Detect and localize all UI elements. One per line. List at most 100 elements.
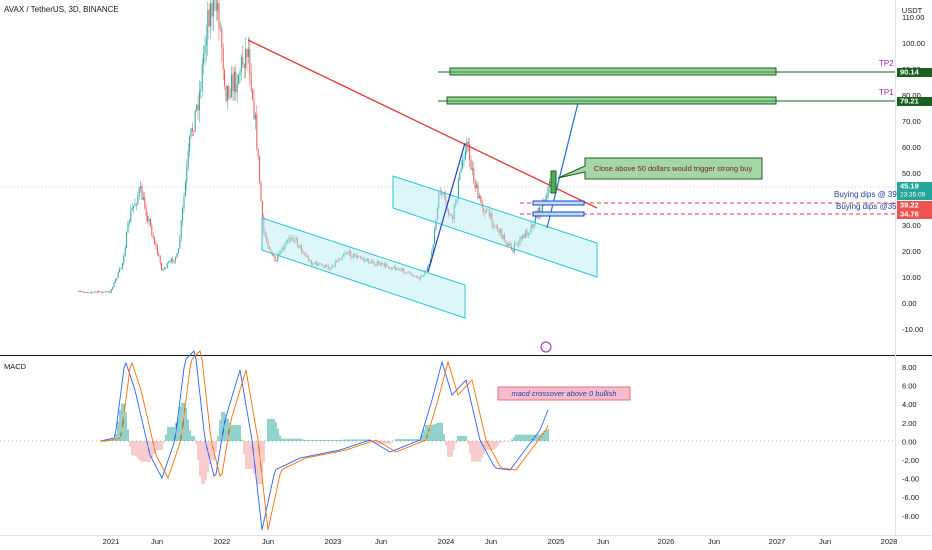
macd-histogram-bar (467, 441, 469, 445)
price-tag-text: 79.21 (900, 96, 919, 105)
macd-histogram-bar (509, 441, 511, 442)
macd-histogram-bar (339, 440, 341, 441)
macd-histogram-bar (535, 434, 537, 441)
candle-body (548, 180, 550, 187)
candle-body (389, 267, 391, 269)
candle-body (337, 259, 339, 263)
candle-body (431, 251, 433, 260)
macd-axis-label: 6.00 (902, 382, 917, 391)
candle-body (117, 272, 119, 278)
candle-body (109, 291, 111, 293)
macd-histogram-bar (125, 412, 127, 441)
macd-histogram-bar (375, 441, 377, 444)
macd-histogram-bar (275, 422, 277, 441)
candle-body (245, 49, 247, 69)
macd-histogram-bar (285, 438, 287, 441)
candle-body (138, 188, 140, 197)
candle-body (140, 186, 142, 189)
candle-body (135, 204, 137, 205)
macd-histogram-bar (259, 441, 261, 485)
candle-body (505, 240, 507, 244)
currency-unit: USDT (902, 6, 923, 15)
candle-body (232, 74, 234, 92)
callout-text: Close above 50 dollars would trigger str… (594, 164, 753, 173)
candle-body (319, 263, 321, 264)
candle-body (102, 291, 104, 293)
time-axis-label: Jun (262, 537, 274, 546)
macd-histogram-bar (129, 441, 131, 447)
candle-body (436, 208, 438, 220)
macd-histogram-bar (465, 435, 467, 441)
candle-body (373, 263, 375, 265)
candle-body (233, 71, 235, 92)
macd-histogram-bar (373, 441, 375, 443)
macd-histogram-bar (325, 440, 327, 441)
candle-body (410, 272, 412, 275)
macd-histogram-bar (491, 441, 493, 450)
macd-histogram-bar (455, 441, 457, 443)
macd-histogram-bar (407, 439, 409, 441)
candle-body (113, 282, 115, 288)
macd-histogram-bar (515, 434, 517, 441)
candle-body (490, 212, 492, 217)
time-axis-label: 2026 (658, 537, 675, 546)
candle-body (414, 276, 416, 277)
price-tag (897, 68, 932, 77)
candle-body (201, 63, 203, 91)
candle-body (345, 253, 347, 254)
candle-body (169, 261, 171, 263)
candle-body (295, 238, 297, 241)
candle-body (218, 3, 220, 29)
candle-body (148, 219, 150, 222)
price-axis-label: -10.00 (902, 325, 923, 334)
candle-body (372, 260, 374, 264)
price-axis-label: 60.00 (902, 143, 921, 152)
candle-body (504, 234, 506, 241)
macd-histogram-bar (447, 441, 449, 457)
candle-body (425, 270, 427, 272)
candle-body (229, 97, 231, 99)
macd-histogram-bar (239, 425, 241, 441)
candle-body (508, 243, 510, 246)
macd-histogram-bar (531, 434, 533, 441)
candle-body (93, 291, 95, 293)
macd-histogram-bar (167, 426, 169, 441)
candle-body (243, 63, 245, 69)
candle-body (352, 253, 354, 258)
price-tag (897, 210, 932, 219)
projection-line (546, 102, 579, 229)
macd-histogram-bar (499, 441, 501, 444)
macd-histogram-bar (357, 439, 359, 441)
candle-body (112, 287, 114, 290)
candle-body (259, 156, 261, 183)
candle-body (366, 258, 368, 262)
macd-histogram-bar (361, 439, 363, 441)
macd-histogram-bar (191, 436, 193, 441)
candle-body (162, 268, 164, 271)
candle-body (298, 245, 300, 248)
macd-histogram-bar (241, 439, 243, 441)
macd-histogram-bar (493, 441, 495, 450)
candle-body (336, 261, 338, 263)
price-axis-label: 70.00 (902, 117, 921, 126)
candle-body (474, 181, 476, 189)
candle-body (463, 159, 465, 161)
macd-axis-label: 4.00 (902, 400, 917, 409)
candle-body (453, 204, 455, 219)
macd-histogram-bar (199, 441, 201, 477)
candle-body (477, 184, 479, 199)
candle-body (334, 261, 336, 267)
candle-body (128, 221, 130, 223)
macd-line (99, 350, 549, 531)
candle-body (98, 291, 100, 293)
candle-body (518, 243, 520, 245)
macd-histogram-bar (131, 441, 133, 456)
candle-body (471, 168, 473, 171)
macd-histogram-bar (479, 441, 481, 462)
candle-body (512, 249, 514, 252)
candle-body (78, 291, 80, 292)
candle-body (375, 264, 377, 266)
candle-body (257, 148, 259, 157)
macd-histogram-bar (501, 441, 503, 442)
dip2-box (532, 211, 585, 217)
